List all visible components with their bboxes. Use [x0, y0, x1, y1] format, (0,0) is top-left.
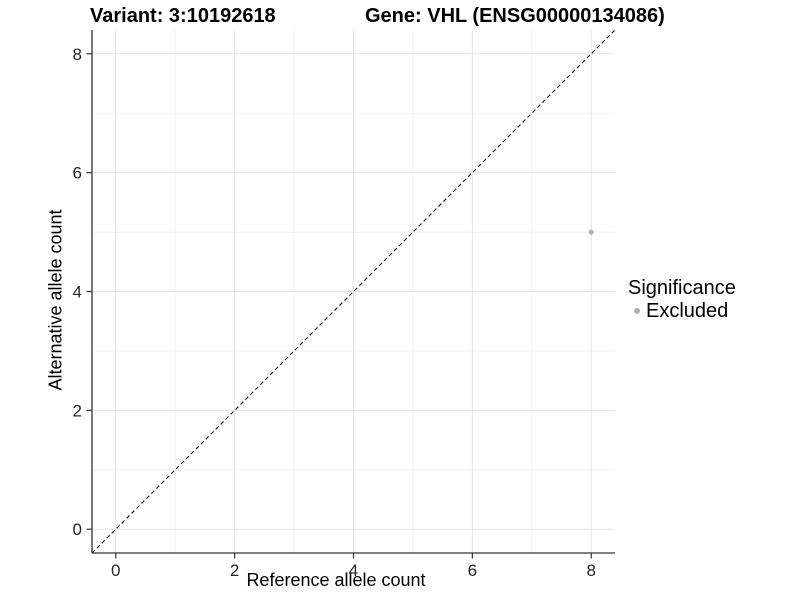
x-tick-label: 4: [349, 561, 358, 580]
x-tick-label: 2: [230, 561, 239, 580]
y-tick-label: 8: [73, 45, 82, 64]
x-tick-label: 0: [111, 561, 120, 580]
identity-reference-line: [91, 29, 616, 554]
legend-title: Significance: [628, 277, 736, 299]
x-axis-title: Reference allele count: [246, 570, 426, 590]
legend: Significance Excluded: [628, 276, 736, 322]
data-point: [588, 229, 594, 235]
plot-title-variant: Variant: 3:10192618: [90, 5, 276, 27]
y-tick-label: 6: [73, 164, 82, 183]
plot-title-gene: Gene: VHL (ENSG00000134086): [365, 5, 665, 27]
y-tick-label: 2: [73, 401, 82, 420]
x-tick-label: 8: [586, 561, 595, 580]
y-tick-label: 0: [73, 520, 82, 539]
y-axis-title: Alternative allele count: [45, 209, 66, 391]
legend-item-excluded: Excluded: [628, 300, 736, 322]
legend-point-icon: [634, 308, 640, 314]
legend-item-label: Excluded: [646, 300, 729, 322]
x-tick-label: 6: [468, 561, 477, 580]
y-tick-label: 4: [73, 283, 82, 302]
